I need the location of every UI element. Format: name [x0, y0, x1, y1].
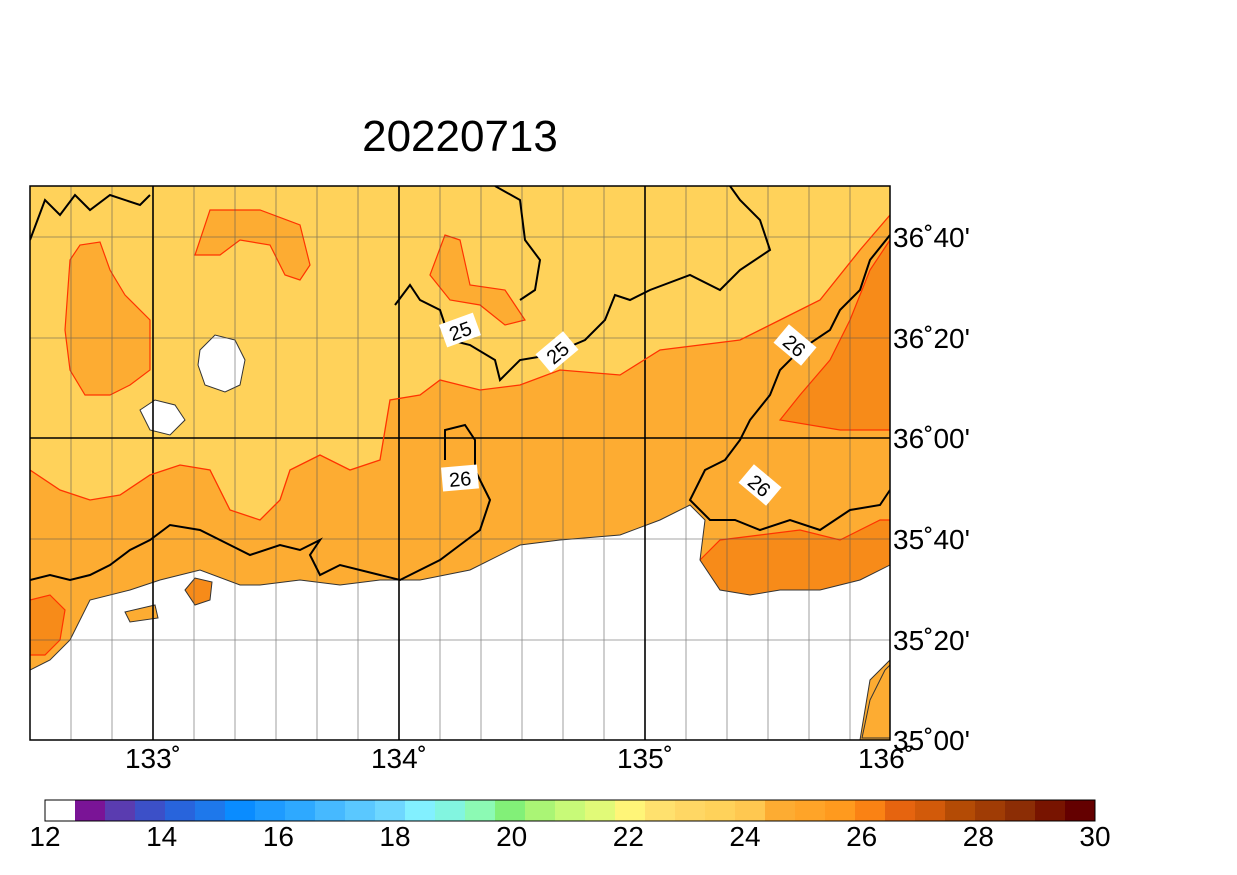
- colorbar-swatch: [975, 800, 1006, 821]
- island-east-tip: [861, 664, 890, 739]
- colorbar-swatch: [915, 800, 946, 821]
- colorbar-swatch: [1005, 800, 1036, 821]
- temperature-field-mid-north: [194, 209, 311, 281]
- sea-area: [30, 504, 890, 740]
- lon-label: 134˚: [371, 743, 427, 774]
- map-plot-area: 25 25 26 26 26: [30, 186, 890, 740]
- colorbar-swatch: [75, 800, 106, 821]
- lake-white-1: [197, 334, 246, 393]
- colorbar-swatch: [375, 800, 406, 821]
- contour-black-26-east: [688, 234, 890, 532]
- map-title: 20220713: [362, 112, 558, 161]
- colorbar-swatch: [1035, 800, 1066, 821]
- colorbar-swatch: [645, 800, 676, 821]
- island-small-1: [124, 604, 159, 623]
- lat-label: 35˚20': [893, 625, 970, 656]
- lat-label: 36˚40': [893, 222, 970, 253]
- colorbar-swatch: [165, 800, 196, 821]
- lake-white-2: [139, 399, 186, 436]
- colorbar-swatch: [1065, 800, 1096, 821]
- colorbar-label: 28: [963, 821, 994, 852]
- colorbar-swatch: [315, 800, 346, 821]
- colorbar-swatch: [825, 800, 856, 821]
- colorbar-swatch: [675, 800, 706, 821]
- contour-black-26-center: [30, 423, 492, 582]
- lon-label: 135˚: [617, 743, 673, 774]
- colorbar-label: 24: [729, 821, 760, 852]
- lat-label: 35˚40': [893, 524, 970, 555]
- graticule-minor: [30, 186, 890, 740]
- contour-red-boundary: [30, 214, 890, 521]
- colorbar-label: 22: [613, 821, 644, 852]
- colorbar-frame: [44, 799, 1096, 822]
- contour-label-text: 26: [448, 468, 472, 492]
- lat-label: 35˚00': [893, 725, 970, 756]
- colorbar-label: 26: [846, 821, 877, 852]
- colorbar-swatch: [405, 800, 436, 821]
- colorbar-swatch: [555, 800, 586, 821]
- colorbar-swatch: [345, 800, 376, 821]
- colorbar-swatch: [195, 800, 226, 821]
- colorbar-labels: 12 14 16 18 20 22 24 26 28 30: [29, 821, 1110, 852]
- colorbar-label: 12: [29, 821, 60, 852]
- temperature-field-mid-center: [429, 234, 526, 326]
- colorbar-swatch: [855, 800, 886, 821]
- colorbar-swatch: [705, 800, 736, 821]
- lat-label: 36˚20': [893, 323, 970, 354]
- colorbar-swatch: [435, 800, 466, 821]
- graticule-major: [30, 186, 890, 740]
- colorbar-swatch: [135, 800, 166, 821]
- temperature-field-dark-east: [778, 238, 890, 431]
- lat-label: 36˚00': [893, 423, 970, 454]
- longitude-labels: 133˚ 134˚ 135˚ 136˚: [125, 743, 914, 774]
- colorbar-swatch: [105, 800, 136, 821]
- colorbar-swatch: [525, 800, 556, 821]
- colorbar-swatch: [885, 800, 916, 821]
- colorbar-label: 14: [146, 821, 177, 852]
- colorbar-label: 30: [1079, 821, 1110, 852]
- island-small-2: [184, 577, 213, 606]
- colorbar-swatch: [225, 800, 256, 821]
- lon-label: 133˚: [125, 743, 181, 774]
- map-frame: [29, 185, 891, 741]
- contour-label-4: 26: [441, 464, 479, 492]
- latitude-labels: 36˚40' 36˚20' 36˚00' 35˚40' 35˚20' 35˚00…: [893, 222, 970, 756]
- colorbar-label: 18: [379, 821, 410, 852]
- colorbar-swatch: [285, 800, 316, 821]
- colorbar-swatch: [465, 800, 496, 821]
- colorbar-label: 16: [263, 821, 294, 852]
- colorbar-swatch: [765, 800, 796, 821]
- colorbar-swatch: [945, 800, 976, 821]
- colorbar-swatch: [495, 800, 526, 821]
- colorbar-swatch: [795, 800, 826, 821]
- colorbar-swatch: [585, 800, 616, 821]
- lon-label: 136˚: [858, 743, 914, 774]
- colorbar-swatch: [255, 800, 286, 821]
- colorbar-swatch: [615, 800, 646, 821]
- colorbar-label: 20: [496, 821, 527, 852]
- temperature-field-mid-west: [64, 241, 151, 396]
- colorbar: [44, 799, 1096, 822]
- colorbar-swatch: [45, 800, 76, 821]
- colorbar-swatch: [735, 800, 766, 821]
